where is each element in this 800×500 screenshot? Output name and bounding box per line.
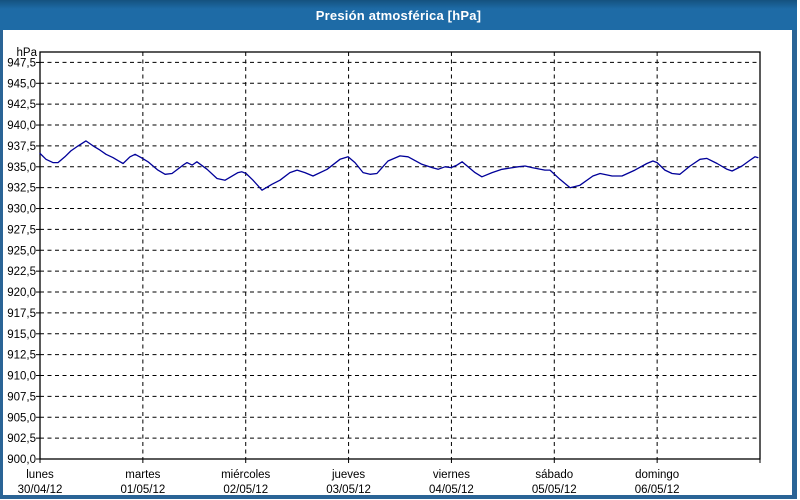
x-day-label: sábado [535,469,573,481]
y-tick-label: 907,5 [7,391,36,403]
y-tick-label: 945,0 [7,78,36,90]
y-tick-label: 915,0 [7,329,36,341]
x-day-label: miércoles [221,469,270,481]
y-tick-label: 902,5 [7,433,36,445]
y-tick-label: 942,5 [7,99,36,111]
x-day-label: lunes [26,469,54,481]
x-date-label: 05/05/12 [532,484,577,496]
x-date-label: 04/05/12 [429,484,474,496]
y-tick-label: 937,5 [7,141,36,153]
x-day-label: viernes [433,469,470,481]
x-day-label: jueves [331,469,365,481]
x-date-label: 03/05/12 [326,484,371,496]
plot-border [39,51,761,460]
y-tick-label: 917,5 [7,308,36,320]
y-tick-label: 910,0 [7,371,36,383]
x-date-label: 01/05/12 [120,484,165,496]
y-tick-label: 940,0 [7,120,36,132]
y-tick-label: 900,0 [7,454,36,466]
title-bar: Presión atmosférica [hPa] [0,0,797,30]
x-day-label: martes [125,469,160,481]
y-tick-label: 905,0 [7,412,36,424]
x-date-label: 30/04/12 [18,484,63,496]
y-tick-label: 927,5 [7,224,36,236]
y-tick-label: 925,0 [7,245,36,257]
window-title: Presión atmosférica [hPa] [315,7,482,23]
y-tick-label: 912,5 [7,350,36,362]
x-day-label: domingo [635,469,679,481]
y-axis-unit-label: hPa [17,47,38,59]
pressure-series-line [39,140,759,191]
x-date-label: 06/05/12 [635,484,680,496]
y-tick-label: 922,5 [7,266,36,278]
y-tick-label: 935,0 [7,162,36,174]
y-tick-label: 947,5 [7,57,36,69]
x-date-label: 02/05/12 [223,484,268,496]
y-tick-label: 932,5 [7,183,36,195]
y-tick-label: 920,0 [7,287,36,299]
y-tick-label: 930,0 [7,204,36,216]
